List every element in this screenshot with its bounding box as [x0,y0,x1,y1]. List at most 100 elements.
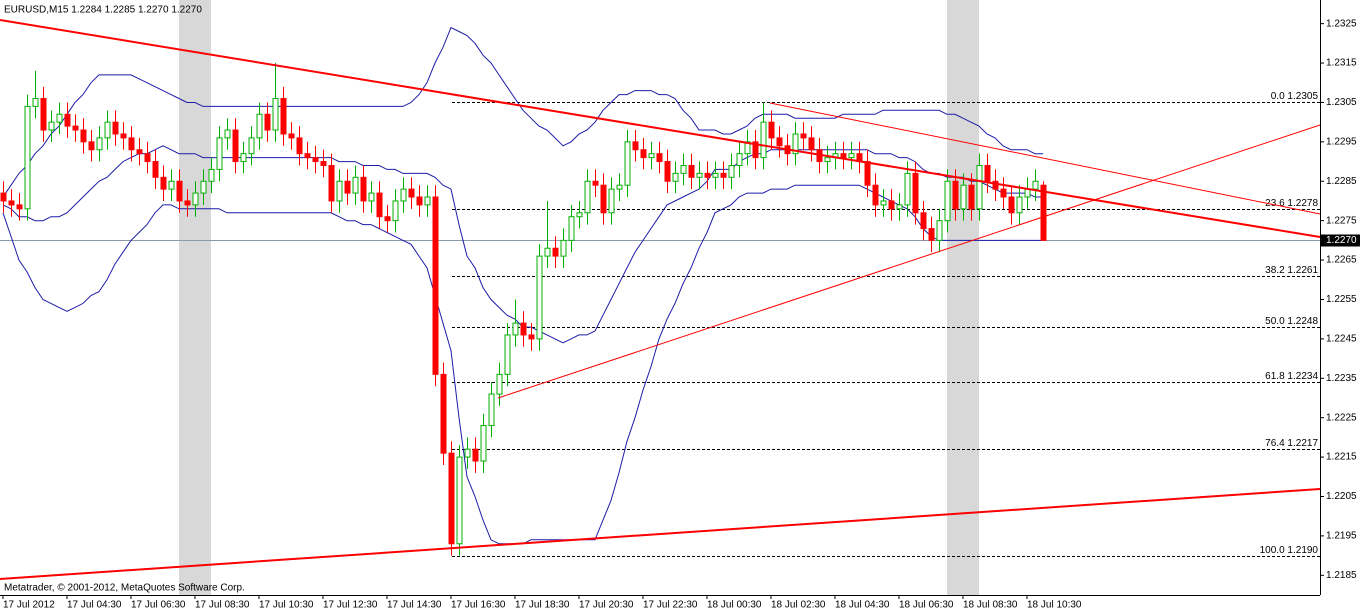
candle-body [64,113,71,127]
candle-body [232,129,239,163]
highlight-column [947,0,979,595]
candle-body [880,200,887,206]
candle-body [576,212,583,218]
x-tick-label: 17 Jul 18:30 [515,600,570,611]
candle-body [56,113,63,123]
y-tick-label: 1.2185 [1326,570,1357,581]
candle-body [384,216,391,222]
candle-body [424,196,431,206]
candle-body [152,161,159,178]
candle-body [464,448,471,458]
candle-body [928,228,935,241]
trendline [769,102,1321,215]
x-tick-label: 17 Jul 08:30 [195,600,250,611]
candle-body [648,153,655,159]
candle-body [592,180,599,186]
trendline [497,124,1321,399]
fib-label: 61.8 1.2234 [1265,371,1318,382]
candle-body [96,137,103,151]
candle-body [584,180,591,214]
y-tick-label: 1.2325 [1326,18,1357,29]
candle-body [208,168,215,182]
trendlines [0,19,1321,580]
y-tick-label: 1.2205 [1326,491,1357,502]
y-tick-label: 1.2295 [1326,136,1357,147]
candle-body [456,456,463,545]
candle-body [328,164,335,202]
candle-body [320,161,327,166]
candle-body [672,172,679,182]
candle-body [528,334,535,340]
candle-body [680,164,687,174]
candle-body [192,192,199,206]
candle-body [552,247,559,257]
candle-body [696,172,703,178]
candle-body [1008,196,1015,214]
candle-body [472,448,479,462]
candle-body [536,255,543,340]
candle-body [72,125,79,131]
candle-body [312,157,319,163]
candle-body [768,121,775,139]
candle-body [184,200,191,206]
x-tick-label: 18 Jul 10:30 [1027,600,1082,611]
candle-body [904,172,911,206]
candle-body [104,121,111,139]
candle-body [48,121,55,131]
x-tick-label: 17 Jul 14:30 [387,600,442,611]
x-tick-label: 17 Jul 22:30 [643,600,698,611]
candle-body [712,172,719,178]
y-tick-label: 1.2215 [1326,452,1357,463]
candle-body [272,98,279,131]
candle-body [24,105,31,210]
current-price-box [1321,234,1360,247]
candle-body [1016,196,1023,214]
candle-body [448,452,455,545]
candle-body [720,172,727,178]
candle-body [440,373,447,454]
candle-body [488,393,495,427]
fib-label: 50.0 1.2248 [1265,316,1318,327]
y-tick-label: 1.2225 [1326,412,1357,423]
candle-body [864,161,871,186]
current-price-label: 1.2270 [1326,235,1357,246]
candle-body [224,129,231,139]
candle-body [960,184,967,210]
copyright: Metatrader, © 2001-2012, MetaQuotes Soft… [4,583,245,594]
candle-body [168,180,175,190]
candle-body [544,247,551,257]
candle-body [120,133,127,139]
candle-body [376,192,383,218]
candle-body [632,141,639,151]
candle-body [800,133,807,139]
x-tick-label: 17 Jul 04:30 [67,600,122,611]
candle-body [288,133,295,139]
chart-header: EURUSD,M15 1.2284 1.2285 1.2270 1.2270 [4,5,202,16]
candle-body [952,180,959,210]
candle-body [616,184,623,190]
candle-body [360,176,367,202]
x-tick-label: 18 Jul 00:30 [707,600,762,611]
candle-body [840,153,847,159]
candle-body [992,180,999,190]
candle-body [216,137,223,170]
candle-body [8,200,15,206]
y-tick-label: 1.2305 [1326,97,1357,108]
candle-body [736,153,743,166]
highlight-column [179,0,211,595]
trendline [0,488,1321,580]
candle-body [656,153,663,163]
candle-body [336,180,343,202]
candle-body [504,334,511,375]
x-tick-label: 18 Jul 04:30 [835,600,890,611]
fib-label: 38.2 1.2261 [1265,265,1318,276]
candle-body [160,176,167,190]
fib-label: 76.4 1.2217 [1265,438,1318,449]
candle-body [968,184,975,210]
candle-body [512,322,519,336]
candle-body [432,196,439,375]
candle-body [344,180,351,194]
candle-body [624,141,631,186]
candle-body [280,98,287,135]
